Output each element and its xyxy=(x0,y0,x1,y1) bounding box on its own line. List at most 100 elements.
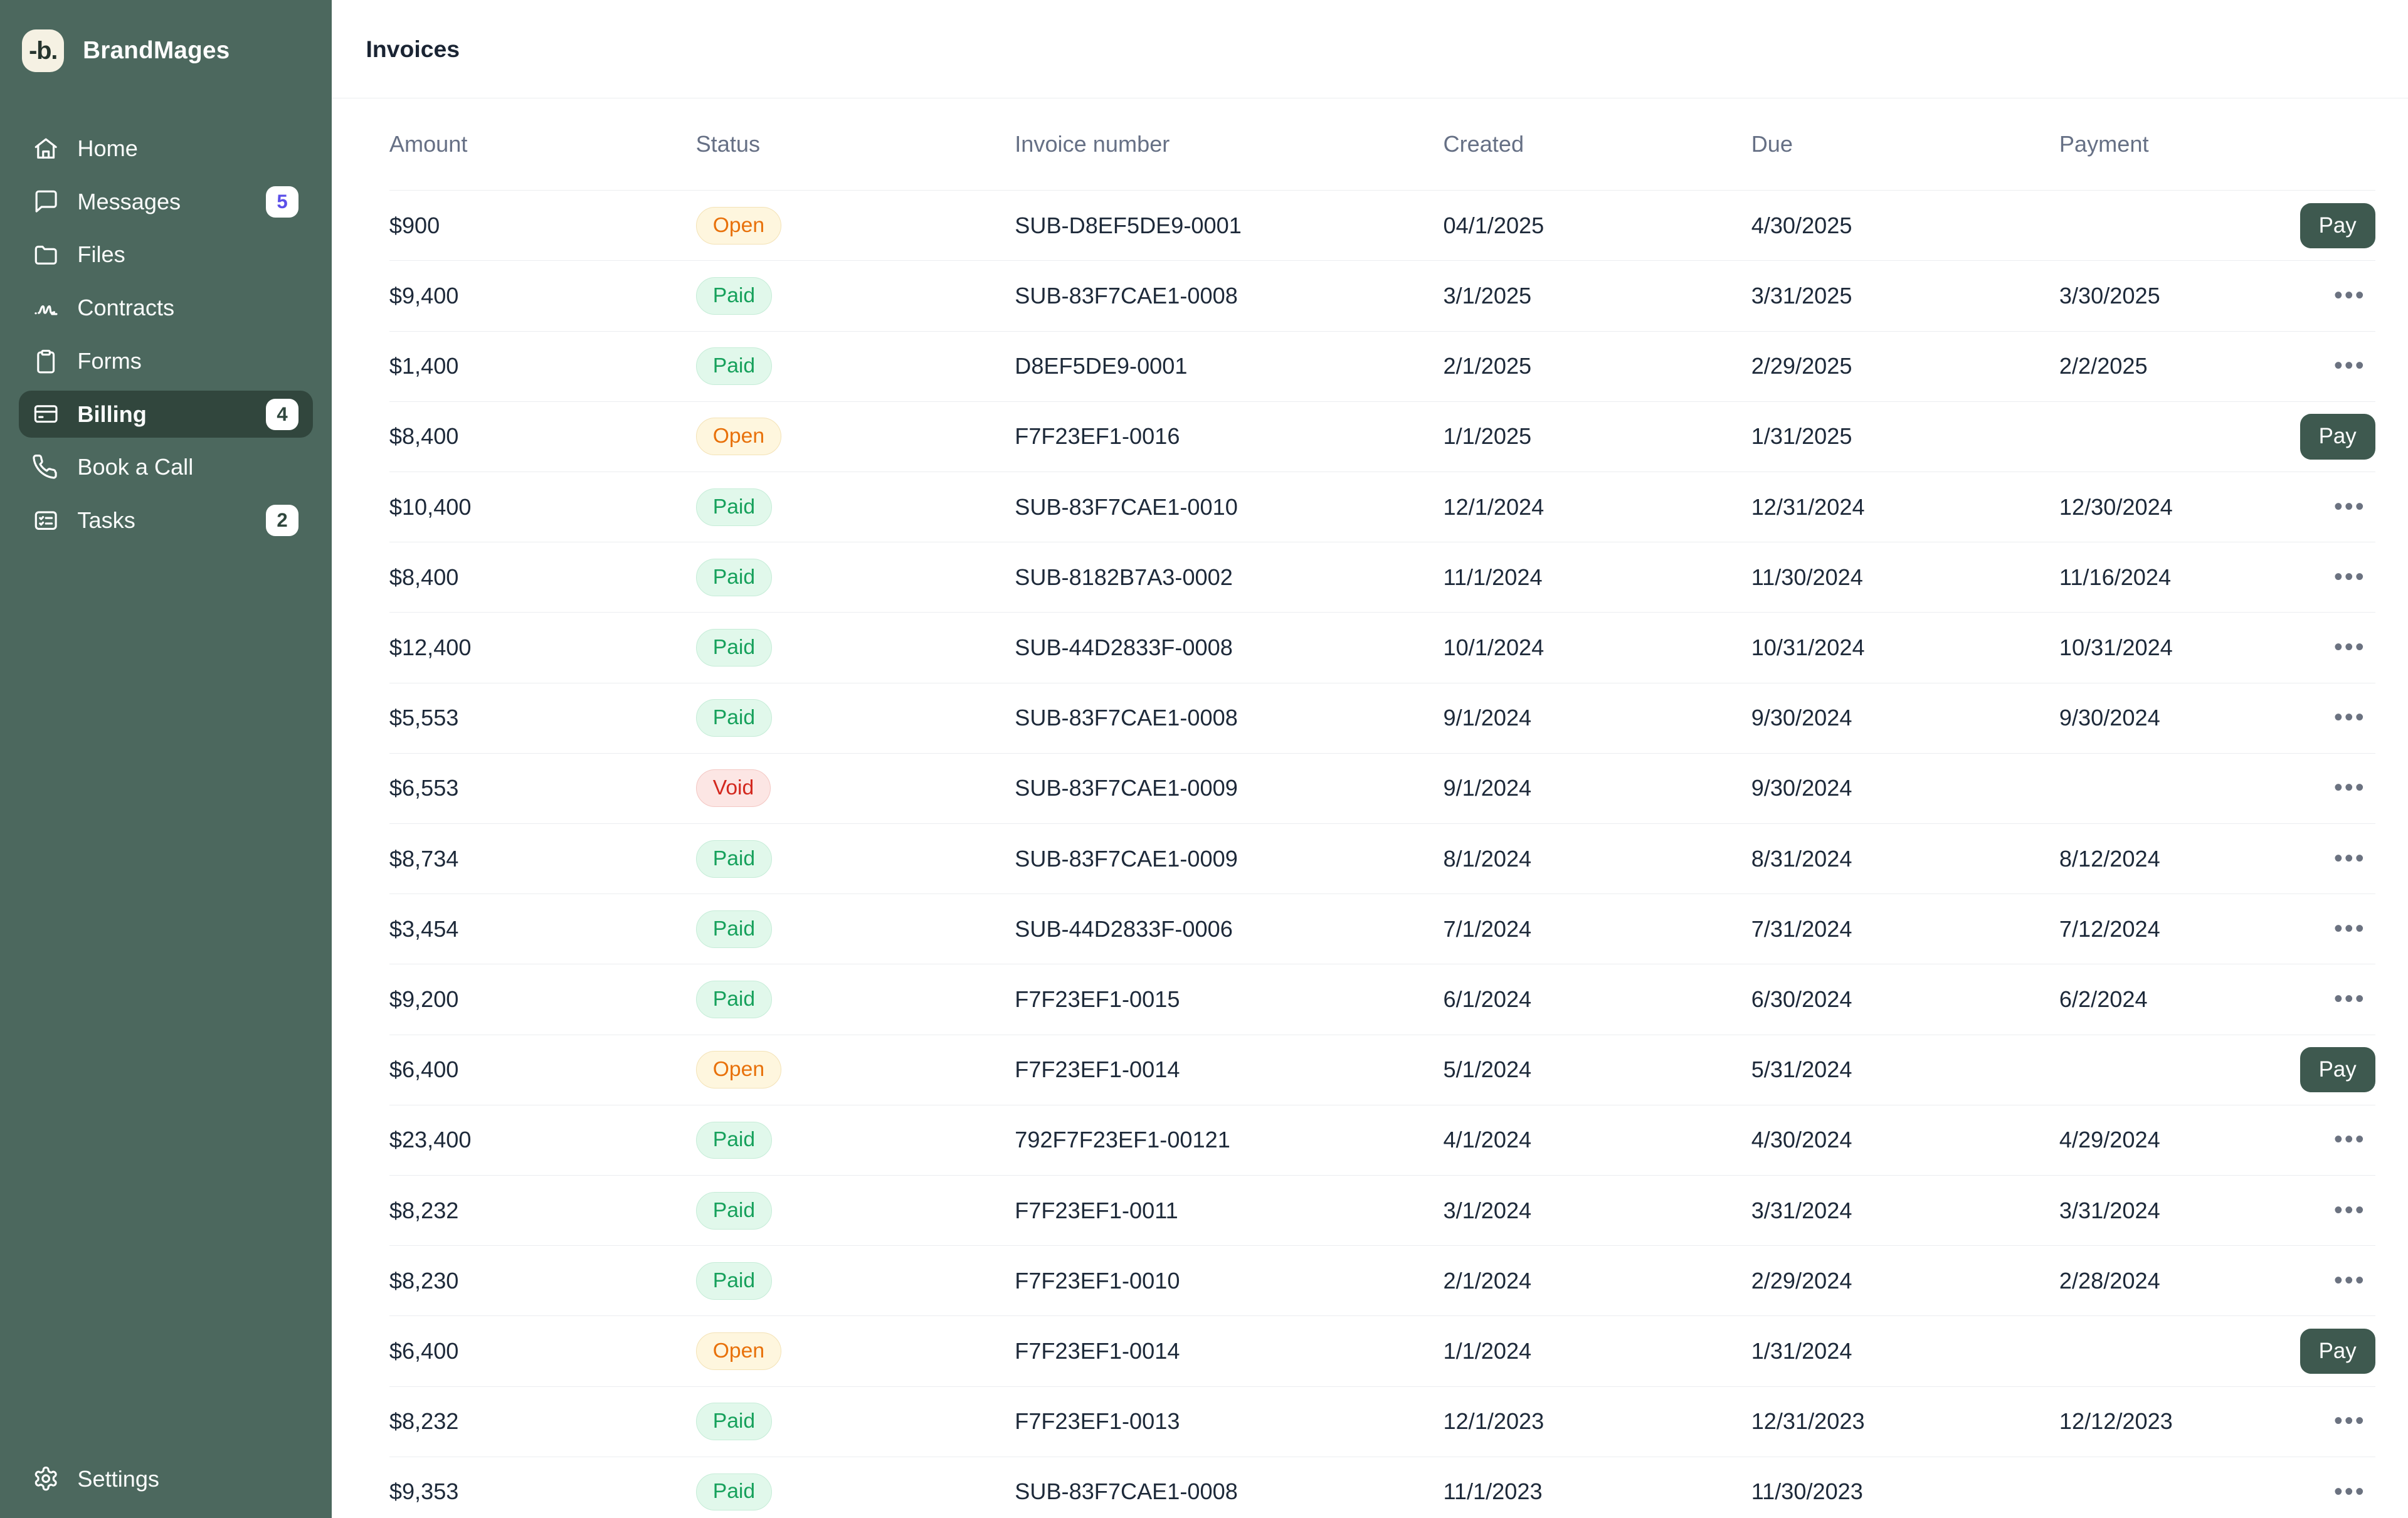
pay-button[interactable]: Pay xyxy=(2300,1047,2375,1093)
row-menu-button[interactable]: ••• xyxy=(2325,699,2375,737)
gear-icon xyxy=(33,1465,59,1492)
due-cell: 4/30/2024 xyxy=(1751,1127,1852,1153)
status-badge: Open xyxy=(695,418,782,456)
main-content: Invoices Amount Status Invoice number Cr… xyxy=(331,0,2408,1518)
row-menu-button[interactable]: ••• xyxy=(2325,1262,2375,1300)
row-menu-button[interactable]: ••• xyxy=(2325,910,2375,948)
row-menu-button[interactable]: ••• xyxy=(2325,277,2375,315)
home-icon xyxy=(33,135,59,162)
action-cell: ••• xyxy=(2325,1192,2375,1230)
table-row: $23,400 Paid 792F7F23EF1-00121 4/1/2024 4/30… xyxy=(389,1105,2375,1176)
status-cell: Paid xyxy=(695,1121,1015,1159)
due-cell: 1/31/2025 xyxy=(1751,423,1852,450)
sidebar-item-contracts[interactable]: Contracts xyxy=(19,285,313,332)
status-cell: Paid xyxy=(695,981,1015,1018)
sidebar-item-home[interactable]: Home xyxy=(19,125,313,172)
sidebar-item-tasks[interactable]: Tasks 2 xyxy=(19,497,313,544)
table-row: $9,400 Paid SUB-83F7CAE1-0008 3/1/2025 3/31/… xyxy=(389,261,2375,332)
table-row: $6,553 Void SUB-83F7CAE1-0009 9/1/2024 9/30/… xyxy=(389,754,2375,825)
payment-cell: 3/31/2024 xyxy=(2059,1197,2160,1223)
row-menu-button[interactable]: ••• xyxy=(2325,1122,2375,1159)
amount-cell: $3,454 xyxy=(389,915,459,942)
row-menu-button[interactable]: ••• xyxy=(2325,1473,2375,1511)
table-row: $10,400 Paid SUB-83F7CAE1-0010 12/1/2024 12/… xyxy=(389,472,2375,543)
table-row: $8,734 Paid SUB-83F7CAE1-0009 8/1/2024 8/31/… xyxy=(389,824,2375,895)
due-cell: 12/31/2023 xyxy=(1751,1408,1865,1435)
due-cell: 2/29/2024 xyxy=(1751,1267,1852,1294)
row-menu-button[interactable]: ••• xyxy=(2325,1192,2375,1230)
sidebar-item-forms[interactable]: Forms xyxy=(19,338,313,385)
sidebar-item-settings[interactable]: Settings xyxy=(19,1455,313,1502)
status-cell: Paid xyxy=(695,1403,1015,1441)
sidebar-item-label: Tasks xyxy=(77,507,135,534)
action-cell: ••• xyxy=(2325,910,2375,948)
status-badge: Paid xyxy=(695,558,773,596)
table-body: $900 Open SUB-D8EF5DE9-0001 04/1/2025 4/30/2… xyxy=(389,191,2375,1518)
invoice-number-cell: F7F23EF1-0010 xyxy=(1015,1267,1180,1294)
sidebar-item-label: Contracts xyxy=(77,295,175,321)
table-row: $8,400 Paid SUB-8182B7A3-0002 11/1/2024 11/3… xyxy=(389,542,2375,613)
created-cell: 2/1/2024 xyxy=(1443,1267,1532,1294)
created-cell: 7/1/2024 xyxy=(1443,915,1532,942)
status-cell: Paid xyxy=(695,277,1015,315)
table-row: $12,400 Paid SUB-44D2833F-0008 10/1/2024 10/… xyxy=(389,613,2375,683)
col-header-payment: Payment xyxy=(2059,131,2149,157)
amount-cell: $6,553 xyxy=(389,775,459,801)
row-menu-button[interactable]: ••• xyxy=(2325,629,2375,667)
status-badge: Void xyxy=(695,769,771,808)
due-cell: 9/30/2024 xyxy=(1751,775,1852,801)
invoice-number-cell: SUB-83F7CAE1-0009 xyxy=(1015,775,1238,801)
row-menu-button[interactable]: ••• xyxy=(2325,981,2375,1018)
row-menu-button[interactable]: ••• xyxy=(2325,1403,2375,1440)
invoice-number-cell: SUB-83F7CAE1-0008 xyxy=(1015,282,1238,308)
pay-button[interactable]: Pay xyxy=(2300,203,2375,248)
row-menu-button[interactable]: ••• xyxy=(2325,840,2375,878)
created-cell: 4/1/2024 xyxy=(1443,1127,1532,1153)
action-cell: ••• xyxy=(2325,770,2375,808)
invoice-number-cell: SUB-8182B7A3-0002 xyxy=(1015,564,1233,590)
message-icon xyxy=(33,188,59,214)
status-badge: Paid xyxy=(695,347,773,386)
status-badge: Paid xyxy=(695,1121,773,1159)
table-row: $8,400 Open F7F23EF1-0016 1/1/2025 1/31/2025… xyxy=(389,402,2375,472)
created-cell: 1/1/2025 xyxy=(1443,423,1532,450)
invoice-number-cell: 792F7F23EF1-00121 xyxy=(1015,1127,1230,1153)
row-menu-button[interactable]: ••• xyxy=(2325,488,2375,526)
sidebar-item-book-a-call[interactable]: Book a Call xyxy=(19,444,313,491)
table-row: $9,200 Paid F7F23EF1-0015 6/1/2024 6/30/2024… xyxy=(389,964,2375,1035)
amount-cell: $12,400 xyxy=(389,635,472,660)
due-cell: 8/31/2024 xyxy=(1751,845,1852,872)
col-header-amount: Amount xyxy=(389,131,468,157)
status-cell: Paid xyxy=(695,558,1015,596)
created-cell: 11/1/2023 xyxy=(1443,1478,1543,1505)
pay-button[interactable]: Pay xyxy=(2300,1328,2375,1374)
sidebar-badge: 5 xyxy=(265,186,299,218)
sidebar-item-files[interactable]: Files xyxy=(19,231,313,278)
payment-cell: 11/16/2024 xyxy=(2059,564,2172,590)
due-cell: 11/30/2023 xyxy=(1751,1478,1863,1505)
row-menu-button[interactable]: ••• xyxy=(2325,347,2375,385)
due-cell: 4/30/2025 xyxy=(1751,212,1852,238)
status-badge: Paid xyxy=(695,910,773,948)
created-cell: 8/1/2024 xyxy=(1443,845,1532,872)
status-cell: Paid xyxy=(695,488,1015,526)
amount-cell: $8,232 xyxy=(389,1408,459,1435)
col-header-invoice: Invoice number xyxy=(1015,131,1170,157)
amount-cell: $900 xyxy=(389,212,440,238)
created-cell: 9/1/2024 xyxy=(1443,775,1532,801)
amount-cell: $8,734 xyxy=(389,845,459,872)
action-cell: Pay xyxy=(2300,414,2375,460)
page-title: Invoices xyxy=(366,35,460,62)
status-cell: Paid xyxy=(695,1473,1015,1511)
row-menu-button[interactable]: ••• xyxy=(2325,559,2375,596)
pay-button[interactable]: Pay xyxy=(2300,414,2375,460)
amount-cell: $8,400 xyxy=(389,423,459,450)
sidebar-item-messages[interactable]: Messages 5 xyxy=(19,178,313,225)
amount-cell: $9,200 xyxy=(389,986,459,1013)
action-cell: ••• xyxy=(2325,629,2375,667)
action-cell: Pay xyxy=(2300,203,2375,248)
row-menu-button[interactable]: ••• xyxy=(2325,770,2375,808)
payment-cell: 12/12/2023 xyxy=(2059,1408,2173,1435)
sidebar-item-billing[interactable]: Billing 4 xyxy=(18,391,313,438)
invoice-number-cell: F7F23EF1-0014 xyxy=(1015,1057,1180,1083)
